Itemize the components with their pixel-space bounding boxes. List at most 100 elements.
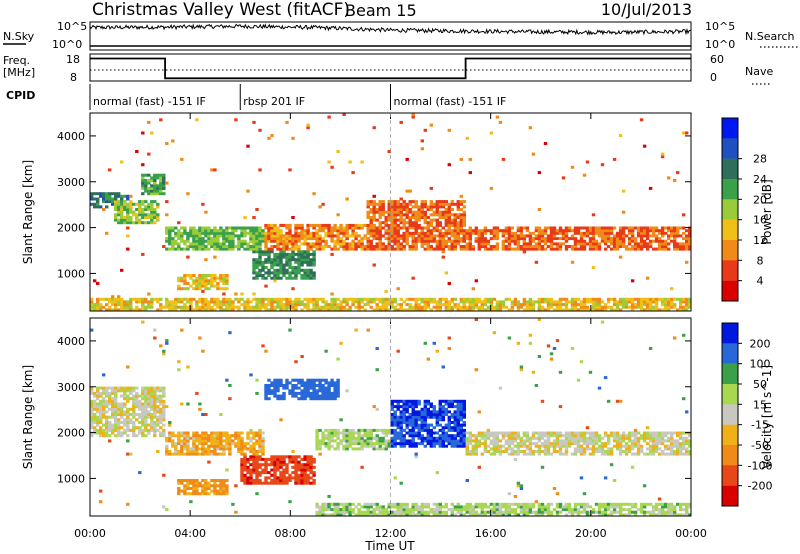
power-cell xyxy=(96,192,100,196)
power-cell xyxy=(315,247,319,251)
velocity-cell xyxy=(279,418,283,422)
power-cell xyxy=(306,305,310,309)
power-cell xyxy=(327,234,331,238)
power-cell xyxy=(543,300,548,304)
velocity-cell xyxy=(240,431,244,435)
velocity-cell xyxy=(321,434,325,438)
velocity-cell xyxy=(324,442,328,446)
velocity-cell xyxy=(111,405,115,409)
power-cell xyxy=(312,245,316,248)
velocity-cell xyxy=(240,463,244,467)
power-cell xyxy=(420,297,424,301)
power-cell xyxy=(306,303,310,307)
velocity-cell xyxy=(231,434,235,438)
power-cell xyxy=(366,231,370,235)
power-cell xyxy=(201,242,205,246)
power-cell xyxy=(309,274,313,277)
velocity-cell xyxy=(105,402,109,406)
nsearch-label: N.Search xyxy=(745,30,795,43)
power-cell xyxy=(393,300,397,304)
power-cell xyxy=(615,300,620,304)
velocity-cell xyxy=(186,450,190,453)
velocity-cell xyxy=(195,447,199,451)
power-cell xyxy=(450,308,454,312)
power-cell xyxy=(288,239,292,243)
velocity-cell xyxy=(453,426,457,430)
power-cell xyxy=(573,229,578,233)
power-cell xyxy=(150,205,154,209)
velocity-cell xyxy=(414,513,418,517)
velocity-cell xyxy=(102,423,106,427)
power-cell xyxy=(201,300,205,304)
power-cell xyxy=(456,229,460,233)
velocity-cell xyxy=(339,431,343,435)
velocity-cell xyxy=(390,399,394,403)
power-cell xyxy=(258,231,262,235)
power-cell xyxy=(93,308,97,312)
velocity-cell xyxy=(351,428,355,432)
power-cell xyxy=(201,245,205,248)
power-cell xyxy=(129,303,133,307)
power-cell xyxy=(264,258,268,262)
power-cell xyxy=(309,300,313,304)
velocity-cell xyxy=(195,431,199,435)
velocity-cell xyxy=(342,513,346,517)
power-cell xyxy=(600,226,605,230)
velocity-cell xyxy=(375,502,379,506)
power-cell xyxy=(285,260,289,264)
power-cell xyxy=(645,242,650,246)
velocity-cell xyxy=(315,428,319,432)
velocity-cell xyxy=(390,439,394,443)
power-cell xyxy=(682,231,686,235)
power-cell xyxy=(624,300,629,304)
power-cell xyxy=(582,308,587,312)
power-cell xyxy=(222,292,226,296)
velocity-cell xyxy=(297,460,301,464)
velocity-cell xyxy=(459,428,463,432)
power-cell xyxy=(438,229,442,233)
power-cell xyxy=(390,208,394,211)
velocity-cell xyxy=(135,391,139,395)
power-cell xyxy=(96,300,100,304)
velocity-cell xyxy=(258,479,262,482)
power-cell xyxy=(384,216,388,219)
power-cell xyxy=(153,173,157,177)
power-cell xyxy=(636,231,641,235)
velocity-cell xyxy=(306,457,310,461)
power-cell xyxy=(174,308,178,312)
power-cell xyxy=(685,300,689,304)
velocity-cell xyxy=(381,505,385,509)
power-cell xyxy=(576,247,581,251)
velocity-cell xyxy=(327,381,331,385)
power-cell xyxy=(438,210,442,214)
velocity-cell xyxy=(432,436,436,440)
power-cell xyxy=(564,234,569,238)
velocity-cell xyxy=(111,407,115,411)
velocity-cell xyxy=(435,415,439,419)
velocity-cell xyxy=(180,447,184,451)
velocity-cell xyxy=(162,389,166,393)
cpid-segment-label: rbsp 201 IF xyxy=(243,95,305,108)
velocity-cell xyxy=(303,465,307,469)
velocity-cell xyxy=(393,510,397,514)
velocity-cell xyxy=(411,428,415,432)
velocity-cell xyxy=(222,450,226,453)
velocity-cell xyxy=(258,471,262,475)
velocity-cell xyxy=(240,460,244,464)
velocity-cell xyxy=(453,415,457,419)
velocity-cell xyxy=(330,444,334,448)
velocity-cell xyxy=(216,492,220,496)
power-cell xyxy=(393,210,397,214)
velocity-cell xyxy=(435,349,439,353)
velocity-cell xyxy=(204,452,208,456)
power-cell xyxy=(525,247,530,251)
velocity-cell xyxy=(327,384,331,387)
power-cell xyxy=(162,305,166,309)
velocity-cell xyxy=(471,434,475,438)
power-cell xyxy=(207,237,211,241)
velocity-cell xyxy=(303,468,307,472)
power-cell xyxy=(150,305,154,309)
power-cell xyxy=(591,239,596,243)
power-cell xyxy=(429,308,433,312)
velocity-cell xyxy=(414,402,418,406)
